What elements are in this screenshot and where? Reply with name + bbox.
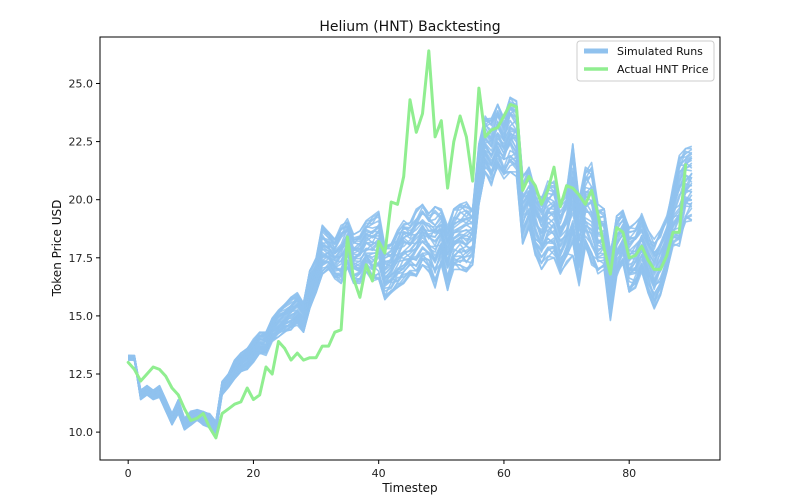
y-tick-label: 12.5 bbox=[69, 368, 94, 381]
y-axis: 10.0 12.5 15.0 17.5 20.0 22.5 25.0 bbox=[69, 77, 100, 439]
legend-label-actual: Actual HNT Price bbox=[617, 63, 709, 76]
y-axis-label: Token Price USD bbox=[50, 200, 64, 298]
x-axis-label: Timestep bbox=[381, 481, 437, 495]
legend-label-simulated: Simulated Runs bbox=[617, 45, 703, 58]
legend: Simulated Runs Actual HNT Price bbox=[576, 40, 715, 82]
y-tick-label: 20.0 bbox=[69, 194, 94, 207]
x-tick-label: 60 bbox=[497, 467, 511, 480]
actual-price-line bbox=[126, 49, 688, 440]
x-tick-label: 80 bbox=[622, 467, 636, 480]
actual-price-series bbox=[126, 49, 688, 440]
y-tick-label: 22.5 bbox=[69, 136, 94, 149]
x-tick-label: 40 bbox=[372, 467, 386, 480]
x-tick-label: 0 bbox=[125, 467, 132, 480]
x-axis: 0 20 40 60 80 bbox=[125, 460, 636, 480]
chart-title: Helium (HNT) Backtesting bbox=[319, 19, 500, 35]
y-tick-label: 15.0 bbox=[69, 310, 94, 323]
y-tick-label: 25.0 bbox=[69, 77, 94, 90]
simulated-run-line bbox=[128, 96, 693, 423]
legend-box bbox=[576, 40, 715, 82]
x-tick-label: 20 bbox=[246, 467, 260, 480]
plot-frame bbox=[99, 36, 721, 461]
y-tick-label: 17.5 bbox=[69, 252, 94, 265]
y-tick-label: 10.0 bbox=[69, 426, 94, 439]
